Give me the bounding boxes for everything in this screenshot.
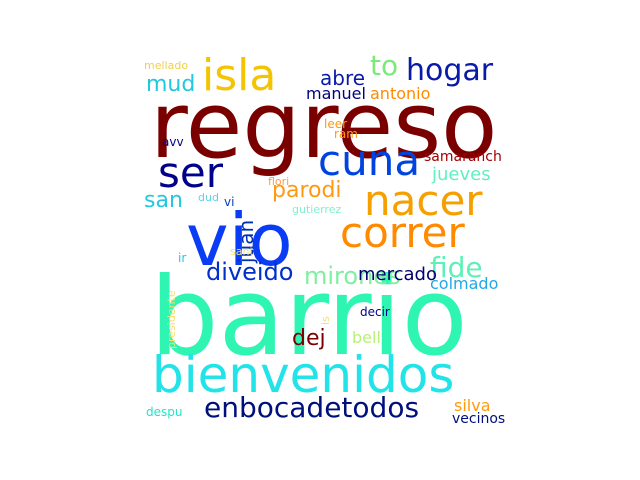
- word-to: to: [370, 49, 399, 82]
- word-cuna: cuna: [318, 136, 421, 185]
- word-mercado: mercado: [358, 264, 437, 285]
- word-abre: abre: [320, 66, 366, 90]
- word-leer: leer: [324, 117, 348, 131]
- word-silva: silva: [454, 396, 491, 415]
- word-bell: bell: [352, 328, 381, 347]
- word-dej: dej: [292, 326, 326, 351]
- word-ram: ram: [334, 127, 358, 141]
- word-correr: correr: [340, 208, 465, 257]
- word-mirones: mirones: [304, 262, 401, 290]
- word-nacer: nacer: [364, 176, 483, 225]
- word-mellado: mellado: [144, 59, 189, 72]
- word-diveido: diveido: [206, 258, 294, 286]
- word-regreso: regreso: [150, 72, 498, 179]
- word-samaranch: samaranch: [424, 149, 502, 165]
- word-gutierrez: gutierrez: [292, 203, 342, 216]
- word-antonio: antonio: [370, 84, 431, 103]
- word-enbocadetodos: enbocadetodos: [204, 391, 420, 424]
- word-ser: ser: [158, 148, 223, 197]
- word-flori: flori: [268, 175, 290, 188]
- word-is: is: [319, 316, 332, 325]
- word-ir: ir: [178, 251, 187, 265]
- word-vecinos: vecinos: [452, 411, 506, 427]
- word-avv: avv: [162, 135, 184, 149]
- word-bienvenidos: bienvenidos: [152, 346, 455, 404]
- word-san: san: [144, 188, 183, 213]
- word-hogar: hogar: [406, 53, 494, 88]
- word-presidente: presidente: [165, 290, 178, 349]
- word-decir: decir: [360, 305, 390, 319]
- word-manuel: manuel: [306, 84, 366, 103]
- word-vi: vi: [224, 195, 235, 209]
- word-jueves: jueves: [432, 164, 491, 185]
- word-vio: vio: [186, 198, 293, 282]
- word-dud: dud: [198, 191, 219, 204]
- word-colmado: colmado: [430, 274, 499, 293]
- word-barrio: barrio: [150, 255, 468, 380]
- word-isla: isla: [202, 50, 277, 101]
- word-mud: mud: [146, 72, 196, 97]
- word-parodi: parodi: [272, 178, 342, 203]
- word-sant: sant: [230, 245, 254, 258]
- word-despu: despu: [146, 405, 183, 419]
- word-fide: fide: [430, 251, 483, 284]
